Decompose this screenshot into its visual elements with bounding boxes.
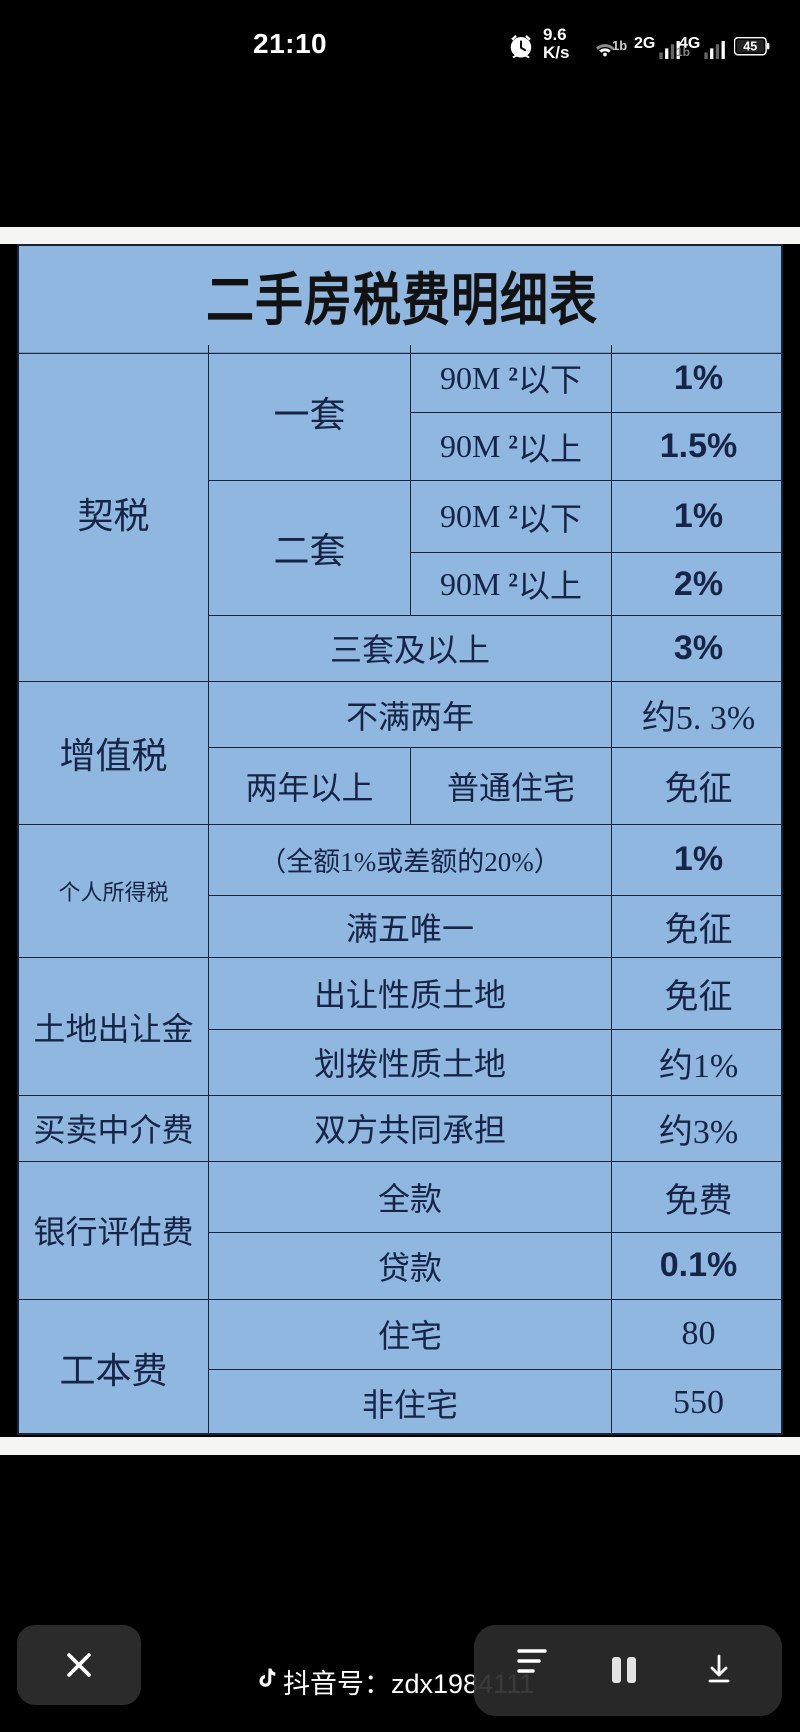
svg-text:45: 45 — [743, 40, 757, 54]
